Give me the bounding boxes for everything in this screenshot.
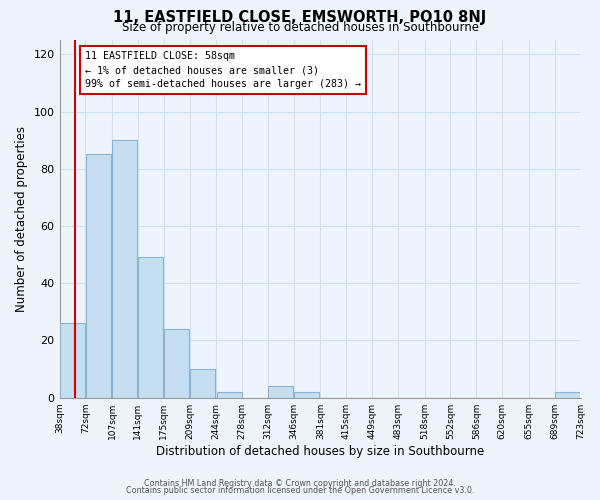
Bar <box>294 392 319 398</box>
Bar <box>190 369 215 398</box>
Bar <box>86 154 111 398</box>
X-axis label: Distribution of detached houses by size in Southbourne: Distribution of detached houses by size … <box>156 444 484 458</box>
Text: 11, EASTFIELD CLOSE, EMSWORTH, PO10 8NJ: 11, EASTFIELD CLOSE, EMSWORTH, PO10 8NJ <box>113 10 487 25</box>
Bar <box>164 329 189 398</box>
Bar <box>138 258 163 398</box>
Text: Contains HM Land Registry data © Crown copyright and database right 2024.: Contains HM Land Registry data © Crown c… <box>144 478 456 488</box>
Bar <box>555 392 580 398</box>
Bar <box>268 386 293 398</box>
Bar <box>112 140 137 398</box>
Text: Size of property relative to detached houses in Southbourne: Size of property relative to detached ho… <box>121 21 479 34</box>
Bar <box>217 392 242 398</box>
Bar <box>60 324 85 398</box>
Text: Contains public sector information licensed under the Open Government Licence v3: Contains public sector information licen… <box>126 486 474 495</box>
Y-axis label: Number of detached properties: Number of detached properties <box>15 126 28 312</box>
Text: 11 EASTFIELD CLOSE: 58sqm
← 1% of detached houses are smaller (3)
99% of semi-de: 11 EASTFIELD CLOSE: 58sqm ← 1% of detach… <box>85 52 361 90</box>
